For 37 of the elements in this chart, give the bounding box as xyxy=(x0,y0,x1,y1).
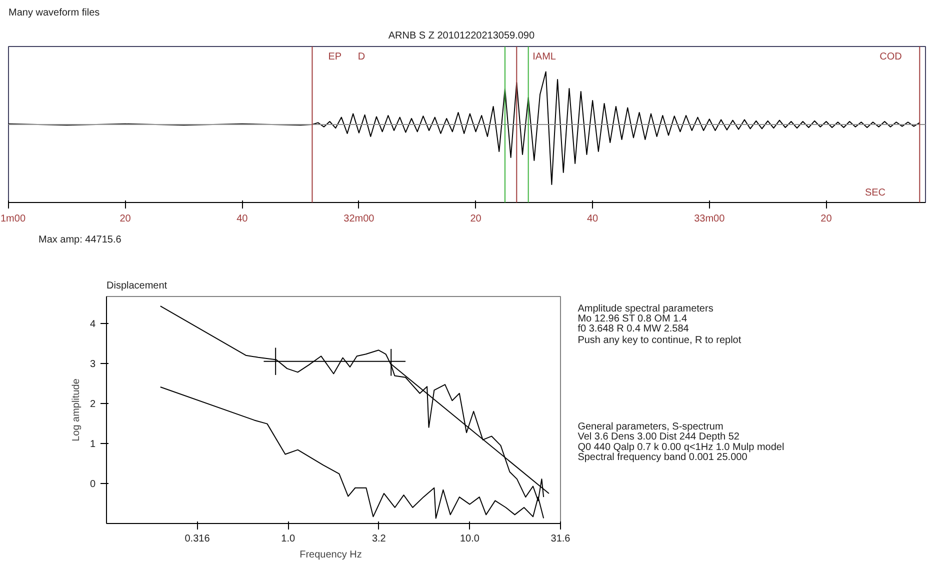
y-tick-label: 4 xyxy=(90,318,96,330)
text: Push any key to continue, R to replot xyxy=(578,335,742,346)
y-tick-label: 3 xyxy=(90,358,96,370)
ref-line-label: EP xyxy=(328,52,342,62)
text: Mo 12.96 ST 0.8 OM 1.4 xyxy=(578,314,688,325)
text: D xyxy=(358,52,366,62)
ref-line-label: IAML xyxy=(532,52,556,62)
x-tick-label: 1.0 xyxy=(281,534,296,544)
chart-subtitle: ARNB S Z 20101220213059.090 xyxy=(388,30,535,42)
chart-title: Displacement xyxy=(106,280,168,292)
x-axis-title: Frequency Hz xyxy=(300,550,362,560)
chart-title: Many waveform files xyxy=(8,8,100,18)
text: Spectral frequency band 0.001 25.000 xyxy=(578,452,748,463)
x-tick-label: 20 xyxy=(120,214,132,224)
x-tick-label: 10.0 xyxy=(460,534,480,544)
x-tick-label: 40 xyxy=(236,214,248,224)
x-tick-label: 33m00 xyxy=(694,214,726,224)
text: Vel 3.6 Dens 3.00 Dist 244 Depth 52 xyxy=(578,432,740,443)
x-tick-label: 40 xyxy=(587,214,599,224)
text: General parameters, S-spectrum xyxy=(578,421,724,432)
x-tick-label: 31.6 xyxy=(550,534,571,544)
text: SEC xyxy=(864,188,886,198)
y-tick-label: 2 xyxy=(90,398,96,410)
y-tick-label: 0 xyxy=(90,478,96,490)
text: Q0 440 Qalp 0.7 k 0.00 q<1Hz 1.0 Mulp model xyxy=(578,442,784,453)
x-tick-label: 3.2 xyxy=(372,534,386,544)
text: f0 3.648 R 0.4 MW 2.584 xyxy=(578,324,690,335)
y-tick-label: 1 xyxy=(90,438,96,450)
x-tick-label: 1m00 xyxy=(0,214,26,224)
x-tick-label: 20 xyxy=(470,214,482,224)
x-tick-label: 20 xyxy=(820,214,832,224)
x-tick-label: 32m00 xyxy=(344,214,375,224)
x-tick-label: 0.316 xyxy=(184,534,210,544)
text: Amplitude spectral parameters xyxy=(578,303,714,314)
y-axis-title: Log amplitude xyxy=(70,378,82,442)
ref-line-label: COD xyxy=(880,52,902,62)
text: Max amp: 44715.6 xyxy=(38,234,122,246)
